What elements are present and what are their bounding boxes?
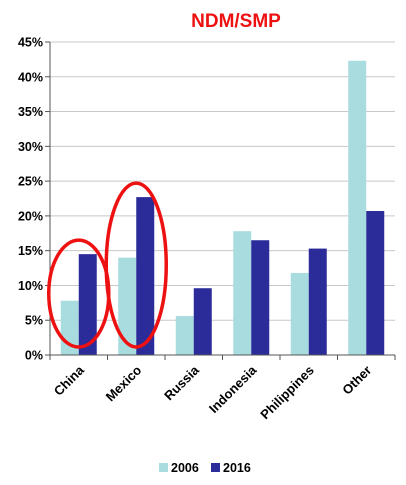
y-tick-label: 35% xyxy=(18,105,43,119)
y-axis: 0% 5% 10% 15% 20% 25% 30% 35% 40% 45% xyxy=(18,36,51,363)
bar-2016-indonesia xyxy=(251,240,270,355)
bar-2016-other xyxy=(366,211,385,355)
bar-2006-other xyxy=(348,60,367,355)
bar-2006-russia xyxy=(175,316,194,355)
legend-label-2006: 2006 xyxy=(171,461,199,475)
bar-2016-mexico xyxy=(136,197,155,355)
x-tick-label: Russia xyxy=(161,362,202,403)
y-tick-label: 10% xyxy=(18,279,43,293)
x-tick-label: Mexico xyxy=(103,362,145,404)
bar-2006-indonesia xyxy=(233,231,252,355)
bar-2006-philippines xyxy=(290,272,309,355)
y-tick-label: 25% xyxy=(18,175,43,189)
x-tick-label: Indonesia xyxy=(206,362,260,416)
legend: 2006 2016 xyxy=(159,461,251,475)
y-tick-label: 0% xyxy=(25,349,43,363)
x-tick-label: Other xyxy=(339,363,374,398)
y-tick-label: 20% xyxy=(18,209,43,223)
chart-title: NDM/SMP xyxy=(191,11,281,32)
x-tick-label: Philippines xyxy=(257,363,317,423)
x-tick-label: China xyxy=(51,362,88,399)
bar-2016-russia xyxy=(193,288,212,355)
bar-2006-mexico xyxy=(118,257,137,355)
highlights xyxy=(47,181,168,349)
y-tick-label: 45% xyxy=(18,36,43,50)
grid xyxy=(50,41,395,321)
bar-2016-china xyxy=(78,254,97,355)
bars xyxy=(60,60,385,355)
bar-2016-philippines xyxy=(308,248,327,355)
highlight-circle-mexico xyxy=(104,181,168,349)
y-tick-label: 30% xyxy=(18,140,43,154)
y-tick-label: 5% xyxy=(25,314,43,328)
y-tick-label: 40% xyxy=(18,70,43,84)
legend-label-2016: 2016 xyxy=(223,461,251,475)
legend-swatch-2016 xyxy=(211,463,220,472)
legend-swatch-2006 xyxy=(159,463,168,472)
y-tick-label: 15% xyxy=(18,244,43,258)
